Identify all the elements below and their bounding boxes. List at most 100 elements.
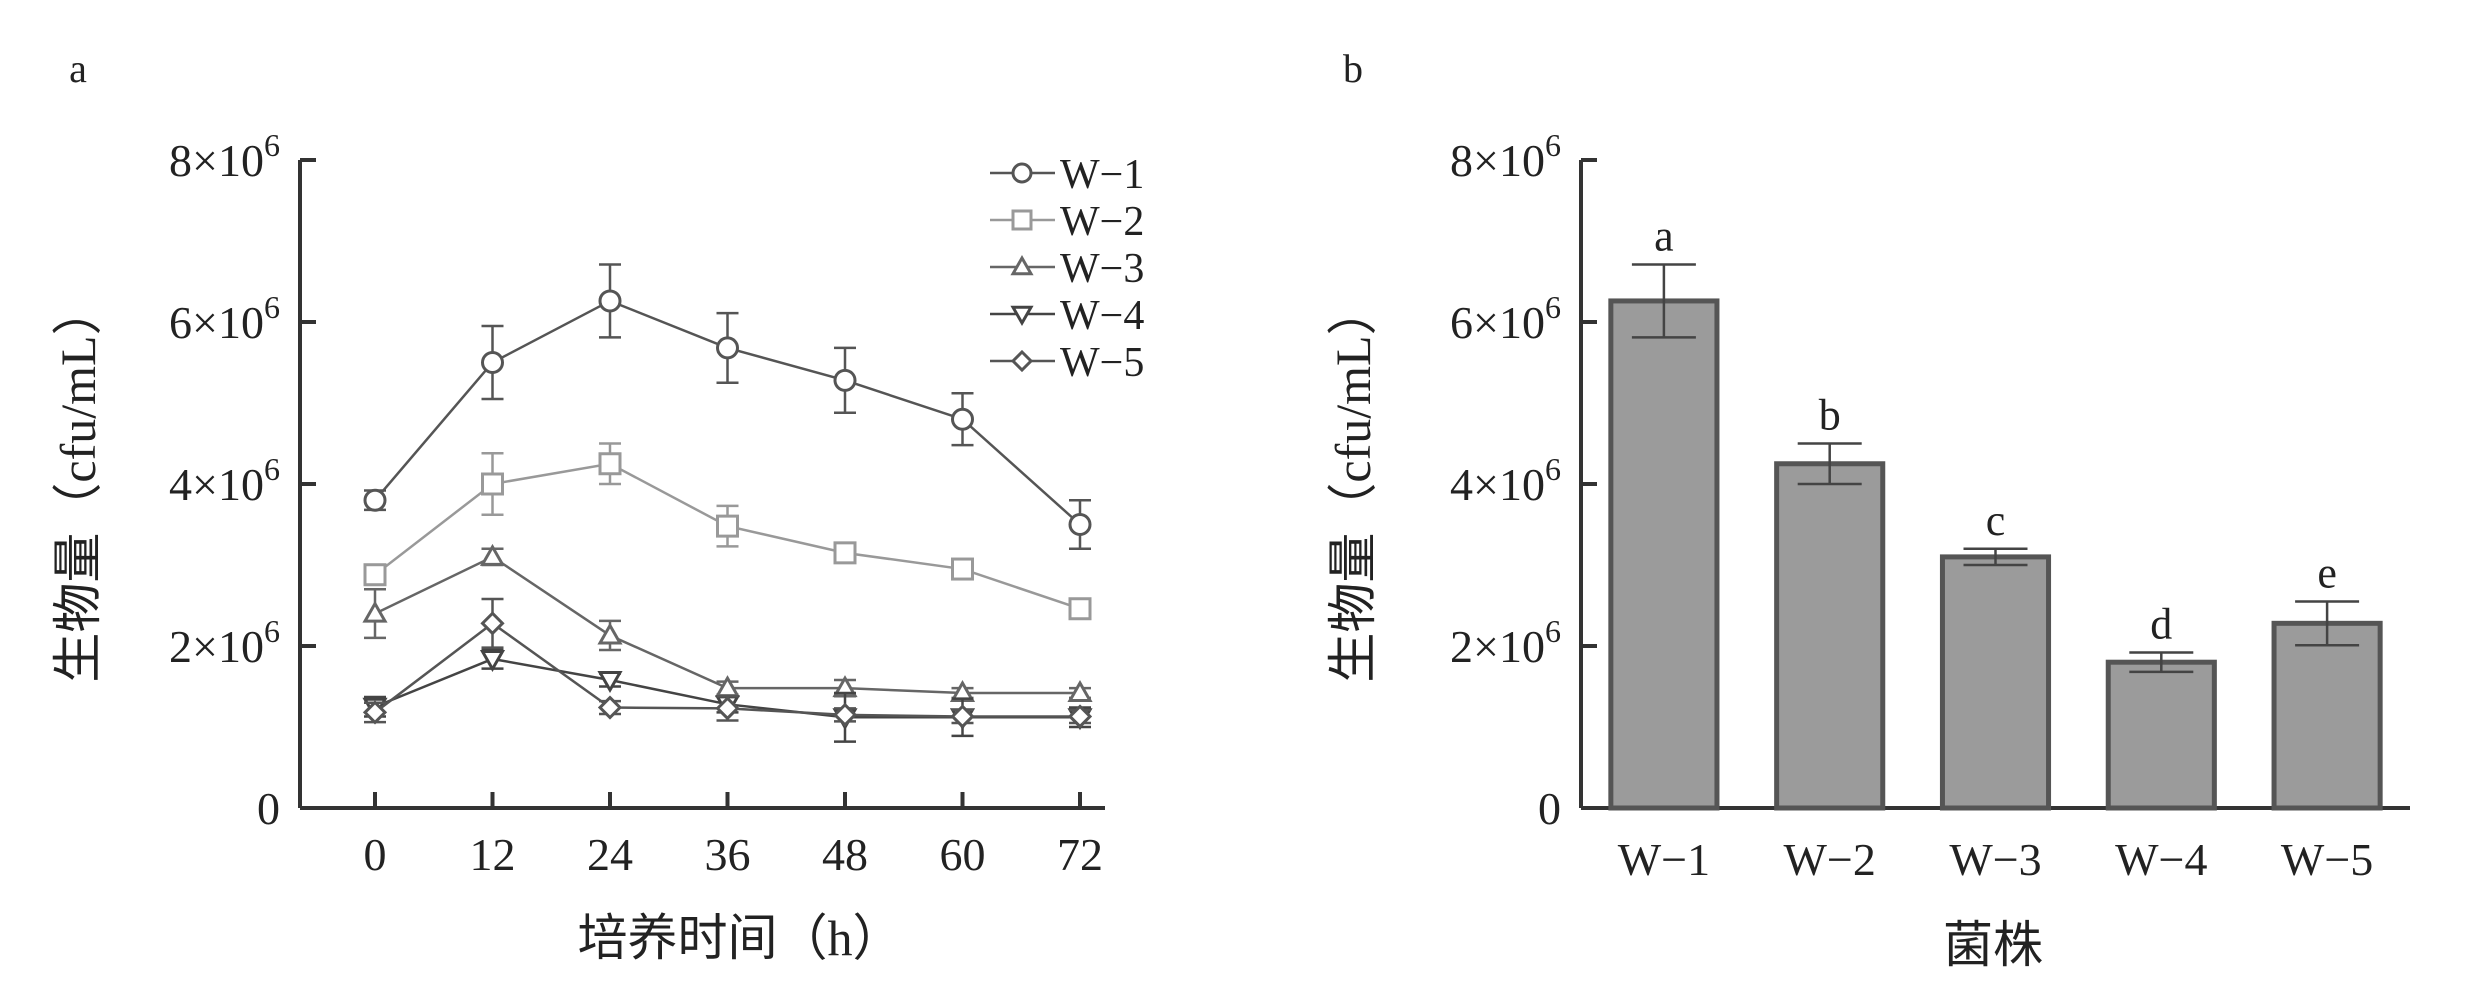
x-tick-label: W−2 xyxy=(1784,834,1876,885)
significance-letter: d xyxy=(2150,599,2172,648)
y-tick-label-base: 6×10 xyxy=(1450,297,1545,348)
legend-marker xyxy=(1010,254,1034,276)
bar-group: b xyxy=(1774,391,1886,811)
y-tick-label-base: 8×10 xyxy=(1450,135,1545,186)
legend-label: W−2 xyxy=(1060,199,1144,245)
x-tick-label: 0 xyxy=(364,829,387,880)
y-tick-label-base: 4×10 xyxy=(169,459,264,510)
data-point xyxy=(480,611,505,636)
legend-label: W−5 xyxy=(1060,340,1144,386)
data-point xyxy=(598,289,622,313)
bar-group: c xyxy=(1939,496,2052,811)
data-point xyxy=(597,671,623,694)
y-tick-label-base: 6×10 xyxy=(169,297,264,348)
y-tick-label-exponent: 6 xyxy=(1545,613,1561,649)
x-tick-label: W−3 xyxy=(1949,834,2041,885)
significance-letter: e xyxy=(2317,548,2337,597)
legend-marker xyxy=(1011,162,1033,184)
bar-chart-panel: b 0 2×106 4×106 6×106 8×106 a W−1 b W−2 c W−3 d W−4 e W… xyxy=(1300,0,2476,998)
x-tick-label: 60 xyxy=(940,829,986,880)
significance-letter: b xyxy=(1819,391,1841,440)
y-tick-label: 0 xyxy=(257,783,280,834)
data-point xyxy=(479,649,506,672)
data-point xyxy=(832,702,858,727)
significance-letter: c xyxy=(1986,496,2006,545)
x-axis-title: 菌株 xyxy=(1943,917,2043,973)
y-axis-title: 生物量（cfu/mL） xyxy=(1325,285,1381,682)
bar xyxy=(2271,620,2383,811)
data-point xyxy=(481,351,504,374)
series-line xyxy=(374,555,1080,695)
y-tick-label: 6×106 xyxy=(169,289,280,348)
y-tick-label-exponent: 6 xyxy=(264,127,280,163)
x-axis-title: 培养时间（h） xyxy=(578,910,903,966)
bar xyxy=(1774,461,1886,811)
x-tick-label: 48 xyxy=(822,829,868,880)
x-tick-label: W−5 xyxy=(2281,834,2373,885)
x-tick-label: 12 xyxy=(470,829,516,880)
series-2 xyxy=(363,442,1092,621)
y-tick-label: 4×106 xyxy=(1450,451,1561,510)
y-tick-label-base: 4×10 xyxy=(1450,459,1545,510)
y-tick-label-base: 0 xyxy=(257,783,280,834)
y-tick-label-base: 8×10 xyxy=(169,135,264,186)
data-point xyxy=(362,700,388,725)
data-point xyxy=(597,622,623,645)
bar-group: d xyxy=(2105,599,2217,811)
data-point xyxy=(1067,704,1093,729)
bar-group: e xyxy=(2271,548,2383,811)
data-point xyxy=(950,704,975,729)
panel-label-b: b xyxy=(1343,46,1363,91)
data-point xyxy=(1068,513,1092,536)
data-point xyxy=(597,695,623,720)
data-point xyxy=(1067,679,1093,702)
bar-chart: b02×1064×1066×1068×106aW−1bW−2cW−3dW−4eW… xyxy=(1325,46,2410,973)
series-1 xyxy=(363,263,1092,551)
bar xyxy=(1939,554,2052,811)
y-tick-label: 8×106 xyxy=(1450,127,1561,186)
line-chart-panel: a 0 2×106 4×106 6×106 8×106 0 12 24 36 48 60 72 生物量（c… xyxy=(50,46,1144,966)
legend-label: W−1 xyxy=(1060,152,1144,198)
y-tick-label: 0 xyxy=(1538,783,1561,834)
x-tick-label: 36 xyxy=(705,829,751,880)
legend-label: W−3 xyxy=(1060,246,1144,292)
x-tick-label: W−4 xyxy=(2115,834,2207,885)
y-tick-label-exponent: 6 xyxy=(1545,289,1561,325)
data-point xyxy=(481,472,504,496)
data-point xyxy=(716,336,739,360)
series-5 xyxy=(362,597,1093,729)
y-tick-label-exponent: 6 xyxy=(1545,127,1561,163)
y-tick-label-base: 2×10 xyxy=(1450,621,1545,672)
data-point xyxy=(833,368,857,392)
data-point xyxy=(362,600,388,623)
bar xyxy=(1608,298,1720,811)
data-point xyxy=(715,696,740,721)
data-point xyxy=(598,452,622,476)
data-point xyxy=(1068,597,1092,621)
y-tick-label: 4×106 xyxy=(169,451,280,510)
data-point xyxy=(479,543,506,566)
significance-letter: a xyxy=(1654,211,1674,260)
data-point xyxy=(833,541,857,565)
y-axis-title: 生物量（cfu/mL） xyxy=(50,285,106,682)
y-tick-label-exponent: 6 xyxy=(264,613,280,649)
y-tick-label-exponent: 6 xyxy=(264,289,280,325)
y-tick-label-base: 0 xyxy=(1538,783,1561,834)
y-tick-label: 6×106 xyxy=(1450,289,1561,348)
y-tick-label-base: 2×10 xyxy=(169,621,264,672)
legend-label: W−4 xyxy=(1060,293,1144,339)
y-tick-label-exponent: 6 xyxy=(264,451,280,487)
bar-group: a xyxy=(1608,211,1720,811)
y-tick-label: 2×106 xyxy=(169,613,280,672)
x-tick-label: W−1 xyxy=(1618,834,1710,885)
panel-label-a: a xyxy=(69,46,87,91)
x-tick-label: 72 xyxy=(1057,829,1103,880)
data-point xyxy=(716,514,739,538)
bar xyxy=(2105,659,2217,811)
legend-marker xyxy=(1010,349,1034,373)
data-point xyxy=(363,488,387,512)
data-point xyxy=(951,407,974,431)
x-tick-label: 24 xyxy=(587,829,633,880)
data-point xyxy=(951,557,974,581)
y-tick-label-exponent: 6 xyxy=(1545,451,1561,487)
